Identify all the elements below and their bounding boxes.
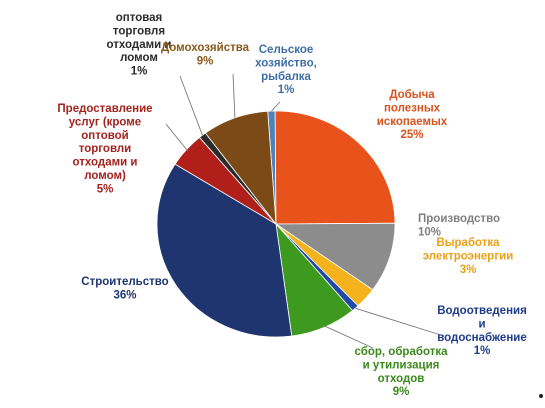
slice-label-line: 5%	[97, 183, 114, 195]
slice-label-line: 36%	[113, 289, 136, 301]
slice-label-line: оптовая	[116, 12, 163, 24]
pie-slice	[204, 110, 277, 226]
slice-label-line: Производство	[418, 213, 500, 225]
slice-label-line: торговля	[113, 25, 165, 37]
slice-label-line: водоснабжение	[437, 332, 526, 344]
slice-label-line: 25%	[400, 129, 423, 141]
slice-label-line: Выработка	[436, 237, 500, 249]
slice-label-line: Сельское	[259, 44, 314, 56]
slice-label: Производство 10%	[418, 213, 500, 238]
leader-line	[179, 75, 203, 136]
slice-label: сбор, обработка и утилизация отходов 9%	[355, 346, 449, 398]
slice-label-line: 9%	[197, 55, 214, 67]
leader-line	[355, 307, 445, 337]
slice-label-line: полезных	[384, 102, 441, 114]
slice-label-line: электроэнергии	[423, 250, 514, 262]
leader-line	[271, 101, 281, 112]
slice-label: Водоотведения и водоснабжение 1%	[437, 305, 527, 357]
slice-label: Предоставление услуг (кроме оптовой торговл…	[57, 103, 152, 195]
slice-label-line: ломом)	[84, 170, 126, 182]
leader-line	[232, 73, 236, 118]
slice-label-line: Строительство	[81, 276, 168, 288]
leader-lines	[165, 73, 445, 349]
slice-label-line: 3%	[460, 264, 477, 276]
slice-label-line: сбор, обработка	[355, 346, 449, 358]
slice-label: Добыча полезных ископаемых 25%	[377, 89, 448, 141]
slice-label-line: Добыча	[389, 89, 435, 101]
slice-label-line: отходов	[378, 373, 425, 385]
slice-label-line: услуг (кроме	[69, 116, 141, 128]
slice-label-line: ломом	[120, 52, 158, 64]
leader-line	[322, 324, 374, 349]
slice-label: Сельское хозяйство, рыбалка 1%	[255, 44, 317, 96]
slice-label-line: Домохозяйства	[161, 42, 250, 54]
slice-label: Строительство 36%	[81, 276, 168, 301]
slice-label: оптовая торговля отходами и ломом 1%	[107, 12, 172, 78]
slice-label-line: и	[478, 318, 485, 330]
slice-label-line: оптовой	[81, 130, 129, 142]
slice-label-line: ископаемых	[377, 116, 448, 128]
pie-slice	[274, 222, 396, 291]
slice-label-line: отходами и	[107, 39, 172, 51]
slice-label-line: и утилизация	[363, 359, 440, 371]
slice-label-line: 1%	[474, 345, 491, 357]
slice-label-line: 1%	[278, 84, 295, 96]
pie-slice	[156, 163, 293, 338]
slice-label: Выработка электроэнергии 3%	[423, 237, 514, 276]
corner-dot	[539, 394, 543, 398]
leader-line	[165, 123, 189, 152]
slice-label-line: 1%	[131, 66, 148, 78]
slice-labels: Сельское хозяйство, рыбалка 1% Добыча полезны…	[57, 12, 526, 398]
pie-slices	[156, 110, 396, 338]
slice-label-line: Предоставление	[57, 103, 152, 115]
slice-label-line: торговли	[79, 143, 132, 155]
slice-label: Домохозяйства 9%	[161, 42, 250, 67]
slice-label-line: 10%	[418, 226, 441, 238]
slice-label-line: рыбалка	[261, 71, 311, 83]
pie-slice	[274, 110, 396, 225]
slice-label-line: хозяйство,	[255, 57, 317, 69]
slice-label-line: Водоотведения	[437, 305, 527, 317]
slice-label-line: отходами и	[73, 157, 138, 169]
slice-label-line: 9%	[393, 386, 410, 398]
